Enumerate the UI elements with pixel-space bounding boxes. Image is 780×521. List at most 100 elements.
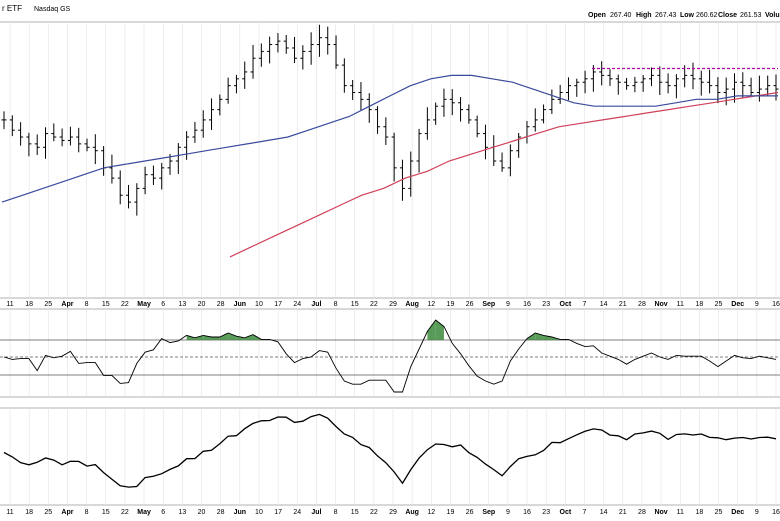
low-label: Low [680,12,695,19]
x-tick-label-bottom: 9 [506,509,510,516]
price-bar [673,74,679,99]
x-tick-label: 19 [447,301,455,308]
price-bar [209,98,215,131]
x-tick-label: Sep [482,301,495,308]
x-tick-label: 11 [677,301,684,308]
price-bar [731,73,737,103]
high-label: High [636,12,652,19]
x-tick-label: Nov [654,301,667,308]
x-tick-label: 28 [217,301,225,308]
open-label: Open [588,12,606,19]
x-axis-ticks-price: 11 18 25 Apr 8 15 22 May 6 13 20 28 Jun 10 17 24 Jul 8 15 2… [6,301,780,308]
x-tick-label-bottom: 15 [351,509,359,516]
x-tick-label-bottom: 26 [466,509,474,516]
price-bar [242,61,248,89]
oscillator-overbought-fill [236,336,245,340]
price-bar [109,154,115,184]
x-tick-label-bottom: 22 [121,509,129,516]
x-tick-label: 23 [542,301,550,308]
price-bar [590,65,596,92]
close-label: Close [718,12,737,19]
x-tick-label-bottom: 16 [772,509,780,516]
x-tick-label: 16 [772,301,780,308]
ma-long-line [229,91,779,258]
price-bar [375,106,381,134]
chart-title: r ETF [2,4,22,13]
oscillator-overbought-fill [228,333,237,340]
volume-label: Volu [765,12,780,19]
x-tick-label-bottom: 23 [542,509,550,516]
low-value: 260.62 [696,12,718,19]
price-bar [408,151,414,197]
x-tick-label-bottom: 19 [447,509,455,516]
x-axis-ticks-bottom: 11 18 25 Apr 8 15 22 May 6 13 20 28 Jun 10 17 24 Jul 8 15 2… [6,509,780,516]
x-tick-label: 9 [755,301,759,308]
price-bar [200,110,206,138]
price-bar [707,69,713,94]
price-bar [217,94,223,116]
price-bar [399,159,405,201]
oscillator-overbought-fill [194,335,204,340]
price-bar [756,75,762,102]
x-tick-label-bottom: 28 [217,509,225,516]
close-value: 261.53 [740,12,762,19]
x-tick-label: 22 [370,301,378,308]
price-bar [167,153,173,175]
price-bar [599,61,605,86]
price-bar [275,33,281,53]
x-tick-label: 13 [178,301,186,308]
price-bar [632,76,638,93]
x-tick-label: 24 [293,301,301,308]
price-bar [565,77,571,101]
x-tick-label-bottom: Jul [311,509,321,516]
price-bar [18,122,24,146]
x-tick-label-bottom: Sep [482,509,495,516]
chart-header: r ETF Nasdaq GS Open 267.40 High 267.43 … [2,4,780,19]
x-tick-label: 26 [466,301,474,308]
oscillator-reference-lines [0,339,780,376]
price-bar [258,43,264,67]
x-tick-label: 18 [25,301,33,308]
x-tick-label: Jul [311,301,321,308]
price-bar [383,117,389,145]
x-tick-label: Oct [560,301,572,308]
price-bar [648,67,654,87]
price-bar [134,183,140,216]
x-tick-label-bottom: 15 [102,509,110,516]
price-bar [333,35,339,69]
x-tick-label-bottom: 7 [583,509,587,516]
x-tick-label-bottom: 11 [677,509,684,516]
price-bar [474,115,480,138]
price-bar [126,184,132,209]
price-bar [449,89,455,116]
price-bar [225,77,231,104]
x-tick-label: 20 [198,301,206,308]
high-value: 267.43 [655,12,677,19]
x-tick-label: Aug [405,301,419,308]
price-bar [34,134,40,155]
price-bar [292,36,298,64]
oscillator-line [3,319,777,393]
price-bar [1,111,7,130]
price-bar [557,84,563,104]
price-bar [300,45,306,70]
x-tick-label: 15 [351,301,359,308]
price-bar [267,36,273,64]
oscillator-overbought-fill [427,320,436,340]
price-bar [748,77,754,97]
x-tick-label-bottom: 25 [44,509,52,516]
x-tick-label-bottom: May [137,509,151,516]
price-bar [358,82,364,111]
price-bar [250,45,256,79]
oscillator-overbought-fill [244,334,254,340]
x-tick-label: 16 [523,301,531,308]
price-bar [101,146,107,176]
price-bar [26,132,32,157]
x-tick-label: 15 [102,301,110,308]
oscillator-overbought-fill [211,337,220,340]
x-tick-label-bottom: 6 [161,509,165,516]
oscillator-overbought-fill [543,335,552,340]
price-bar [640,75,646,92]
oscillator-fills [186,320,569,340]
x-tick-label: 9 [506,301,510,308]
